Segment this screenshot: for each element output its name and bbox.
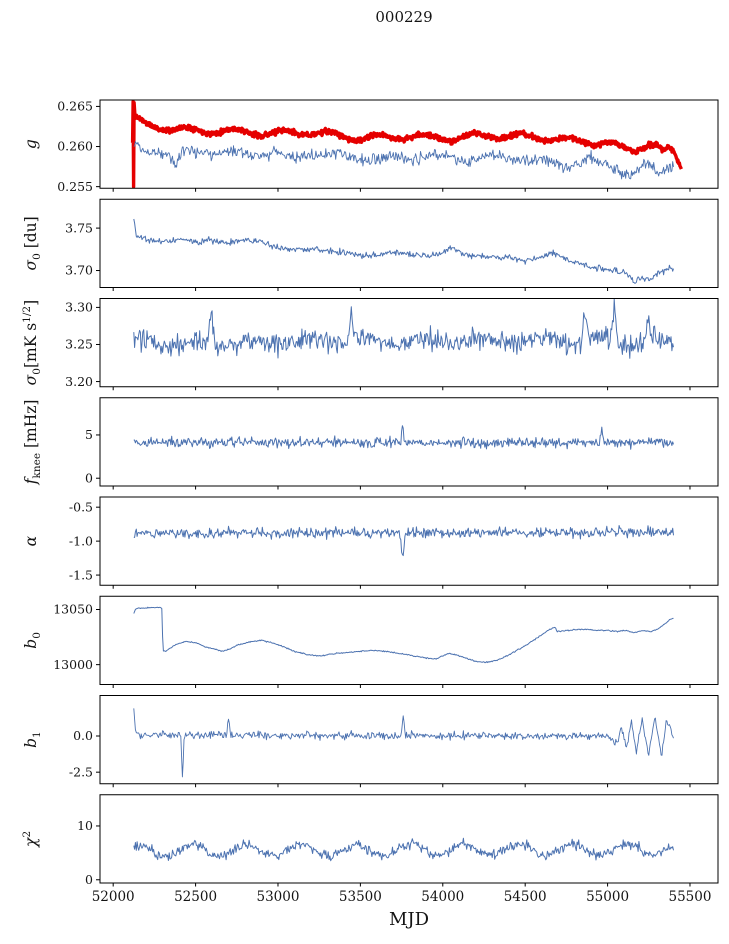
panel-b1: -2.5 0.0 b1 (22, 695, 719, 788)
x-tick-label: 53500 (339, 889, 382, 905)
panel-alpha: -1.5 -1.0 -0.5 α (22, 496, 719, 589)
y-tick-label: -1.0 (69, 533, 93, 548)
series-sigma0-du (133, 218, 674, 284)
x-axis-label: MJD (389, 909, 429, 930)
y-tick-label: 3.20 (65, 374, 93, 389)
series-b0 (133, 606, 674, 664)
y-tick-label: -2.5 (69, 764, 93, 779)
panel-frame-fknee (99, 397, 719, 487)
x-tick-label: 54000 (421, 889, 464, 905)
panel-frame-b1 (99, 695, 719, 785)
y-tick-label: 3.25 (65, 337, 93, 352)
x-tick-label: 54500 (504, 889, 547, 905)
x-tick-label: 53000 (257, 889, 300, 905)
y-tick-label: 0 (85, 470, 93, 485)
panel-frame-b0 (99, 595, 719, 685)
panel-fknee: 0 5 fknee [mHz] (22, 397, 719, 490)
panel-frame-chi2 (99, 794, 719, 884)
series-alpha (133, 525, 674, 557)
chart-title: 000229 (375, 8, 432, 26)
panel-frame-alpha (99, 496, 719, 586)
y-axis-label-alpha: α (22, 535, 40, 546)
y-tick-label: 13050 (53, 602, 93, 617)
panel-frame-sigma0-mk (99, 298, 719, 388)
y-axis-label-b1: b1 (22, 731, 43, 748)
y-tick-label: 13000 (53, 657, 93, 672)
x-tick-label: 52000 (92, 889, 135, 905)
panel-sigma0-du: 3.70 3.75 σ0 [du] (22, 198, 719, 291)
panel-b0: 13000 13050 b0 (22, 595, 719, 688)
y-tick-label: 0 (85, 872, 93, 887)
y-axis-label-sigma0-du: σ0 [du] (22, 216, 43, 270)
y-tick-label: 0.255 (57, 179, 93, 194)
series-chi2 (133, 837, 674, 862)
series-gain-smoothed (130, 100, 683, 189)
y-tick-label: 0.0 (73, 728, 93, 743)
series-sigma0-mk (133, 298, 674, 359)
panel-g: 0.255 0.260 0.265 g (22, 99, 719, 194)
y-tick-label: 3.30 (65, 300, 93, 315)
y-tick-label: 5 (85, 427, 93, 442)
y-tick-label: 3.75 (65, 220, 93, 235)
panel-frame-g (99, 99, 719, 189)
y-axis-label-fknee: fknee [mHz] (22, 400, 43, 486)
y-tick-label: 0.265 (57, 99, 93, 114)
y-axis-label-sigma0-mk: σ0[mK s1/2] (21, 300, 43, 385)
x-tick-label: 52500 (174, 889, 217, 905)
y-tick-label: 10 (77, 818, 93, 833)
y-tick-label: 0.260 (57, 139, 93, 154)
y-axis-label-chi2: χ2 (21, 831, 40, 848)
panel-sigma0-mk: 3.20 3.25 3.30 σ0[mK s1/2] (21, 298, 719, 391)
y-tick-label: -1.5 (69, 567, 93, 582)
panel-chi2: 0 10 52000 52500 53000 53500 54000 54500 55000 55… (21, 794, 719, 905)
series-b1 (133, 708, 674, 778)
y-axis-label-b0: b0 (22, 632, 43, 649)
y-axis-label-g: g (22, 139, 40, 149)
x-tick-label: 55000 (586, 889, 629, 905)
y-tick-label: -0.5 (69, 499, 93, 514)
series-fknee (133, 425, 674, 450)
y-tick-label: 3.70 (65, 263, 93, 278)
panel-frame-sigma0-du (99, 198, 719, 288)
series-gain-raw (133, 141, 674, 180)
x-tick-label: 55500 (669, 889, 712, 905)
